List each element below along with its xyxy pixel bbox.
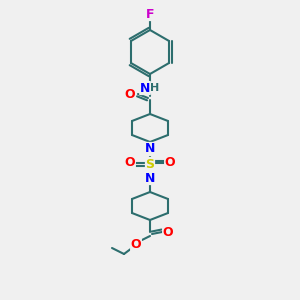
Text: O: O xyxy=(131,238,141,250)
Text: O: O xyxy=(125,157,135,169)
Text: H: H xyxy=(150,83,160,93)
Text: O: O xyxy=(165,157,175,169)
Text: O: O xyxy=(125,88,135,100)
Text: N: N xyxy=(145,172,155,184)
Text: F: F xyxy=(146,8,154,20)
Text: O: O xyxy=(163,226,173,238)
Text: S: S xyxy=(146,158,154,170)
Text: N: N xyxy=(140,82,150,94)
Text: N: N xyxy=(145,142,155,155)
